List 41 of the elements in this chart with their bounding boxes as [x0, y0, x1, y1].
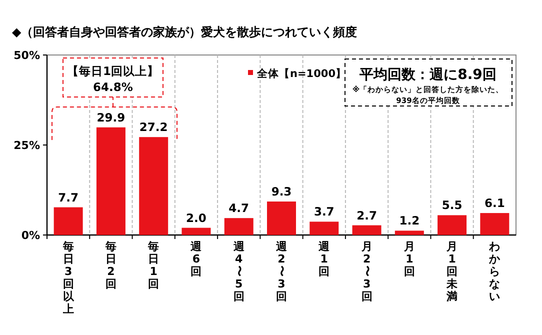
- text: 2.0: [186, 210, 206, 225]
- bar: [54, 207, 83, 235]
- x-tick-label: 毎日2回: [104, 240, 116, 290]
- bar: [182, 228, 211, 235]
- chart-title: ◆（回答者自身や回答者の家族が）愛犬を散歩につれていく頻度: [12, 25, 358, 39]
- bar: [139, 137, 168, 235]
- x-tick-label: 週2〜3回: [275, 240, 288, 303]
- text: 9.3: [271, 184, 292, 199]
- text: 6.1: [484, 196, 505, 210]
- annotation: 64.8%: [93, 80, 134, 94]
- legend-label: 全体【n=1000】: [256, 67, 346, 80]
- bar: [267, 202, 296, 235]
- x-tick-label: 月2〜3回: [360, 240, 374, 303]
- annotation: 平均回数：週に8.9回: [358, 67, 496, 83]
- text: 7.7: [58, 190, 79, 204]
- text: 1.2: [399, 214, 420, 228]
- bar: [438, 215, 467, 235]
- bar: [394, 230, 424, 235]
- bar: [224, 218, 254, 235]
- bar: [352, 225, 382, 235]
- x-tick-label: 週1回: [318, 240, 331, 278]
- x-tick-label: 月1回: [402, 240, 415, 278]
- x-tick-label: 週4〜5回: [232, 240, 246, 303]
- bar: [96, 127, 126, 235]
- text: 29.9: [96, 110, 126, 124]
- x-tick-label: 毎日1回: [147, 240, 160, 290]
- text: 27.2: [139, 120, 168, 134]
- y-tick-label: 0%: [21, 229, 40, 242]
- y-tick-label: 25%: [14, 139, 40, 152]
- x-tick-label: 毎日3回以上: [62, 240, 75, 316]
- text: 2.7: [356, 208, 377, 222]
- bar: [310, 222, 339, 235]
- text: 4.7: [228, 201, 250, 216]
- annotation: 【毎日1回以上】: [66, 64, 160, 78]
- x-tick-label: 月1回未満: [446, 240, 459, 303]
- bar: [480, 213, 510, 235]
- x-tick-label: わからない: [488, 240, 502, 303]
- x-tick-label: 週6回: [190, 240, 203, 278]
- text: 5.5: [442, 198, 462, 212]
- text: 3.7: [314, 204, 334, 219]
- y-tick-label: 50%: [14, 49, 40, 62]
